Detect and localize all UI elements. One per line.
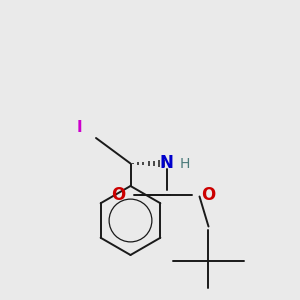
Text: O: O: [201, 186, 216, 204]
Text: N: N: [160, 154, 173, 172]
Text: I: I: [77, 120, 82, 135]
Text: O: O: [111, 186, 126, 204]
Text: H: H: [179, 157, 190, 170]
